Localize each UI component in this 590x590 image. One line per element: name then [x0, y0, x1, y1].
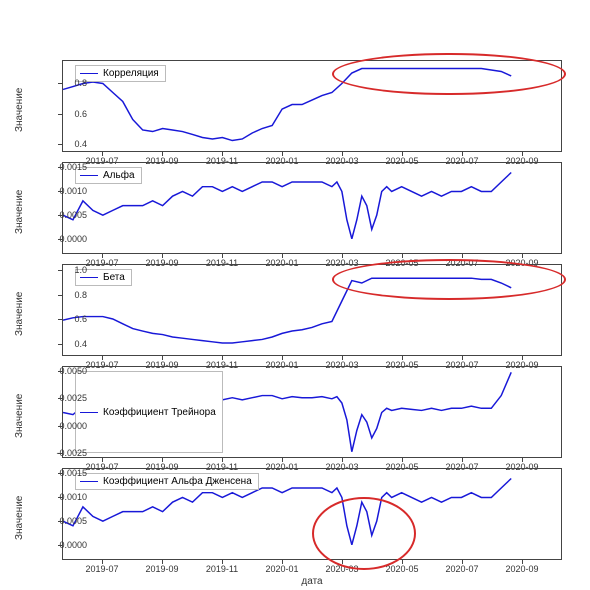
ytick: 0.0005 — [37, 210, 87, 220]
ytick: 0.0005 — [37, 516, 87, 526]
legend-line-icon — [80, 175, 98, 176]
ylabel: Значение — [14, 393, 25, 437]
legend: Коэффициент Альфа Дженсена — [75, 473, 259, 490]
legend-label: Корреляция — [103, 68, 159, 79]
ytick: 1.0 — [37, 265, 87, 275]
panel-treynor: Коэффициент Трейнора — [62, 366, 562, 458]
ylabel: Значение — [14, 291, 25, 335]
ytick: 0.0015 — [37, 468, 87, 478]
ytick: 0.0010 — [37, 186, 87, 196]
series-line — [63, 265, 561, 355]
figure: Корреляция Значение 0.4 0.6 0.8 2019-07 2019-0… — [0, 0, 590, 590]
ytick: 0.6 — [37, 109, 87, 119]
ytick: 0.8 — [37, 290, 87, 300]
panel-beta: Бета — [62, 264, 562, 356]
xtick: 2020-05 — [385, 564, 418, 574]
ytick: 0.6 — [37, 314, 87, 324]
ylabel: Значение — [14, 189, 25, 233]
ytick: 0.4 — [37, 139, 87, 149]
xtick: 2020-01 — [265, 564, 298, 574]
legend-line-icon — [80, 481, 98, 482]
ylabel: Значение — [14, 495, 25, 539]
panel-corr: Корреляция — [62, 60, 562, 152]
xlabel: дата — [301, 576, 322, 587]
ytick: 0.0015 — [37, 162, 87, 172]
xtick: 2020-09 — [505, 564, 538, 574]
legend-label: Коэффициент Трейнора — [103, 407, 216, 418]
legend-label: Коэффициент Альфа Дженсена — [103, 476, 252, 487]
ytick: 0.0000 — [37, 234, 87, 244]
ytick: 0.4 — [37, 339, 87, 349]
legend-line-icon — [80, 277, 98, 278]
xtick: 2019-07 — [85, 564, 118, 574]
xtick: 2020-07 — [445, 564, 478, 574]
legend-line-icon — [80, 73, 98, 74]
xtick: 2020-03 — [325, 564, 358, 574]
legend: Корреляция — [75, 65, 166, 82]
panel-jensen: Коэффициент Альфа Дженсена — [62, 468, 562, 560]
ytick: 0.0050 — [37, 366, 87, 376]
legend-label: Альфа — [103, 170, 135, 181]
legend: Коэффициент Трейнора — [75, 371, 223, 453]
legend-line-icon — [80, 412, 98, 413]
xtick: 2019-11 — [206, 564, 238, 574]
panel-alpha: Альфа — [62, 162, 562, 254]
ytick: 0.0000 — [37, 540, 87, 550]
ytick: -0.0025 — [37, 448, 87, 458]
xtick: 2019-09 — [145, 564, 178, 574]
ytick: 0.0025 — [37, 393, 87, 403]
legend-label: Бета — [103, 272, 125, 283]
ytick: 0.0000 — [37, 421, 87, 431]
ytick: 0.0010 — [37, 492, 87, 502]
ytick: 0.8 — [37, 78, 87, 88]
ylabel: Значение — [14, 87, 25, 131]
